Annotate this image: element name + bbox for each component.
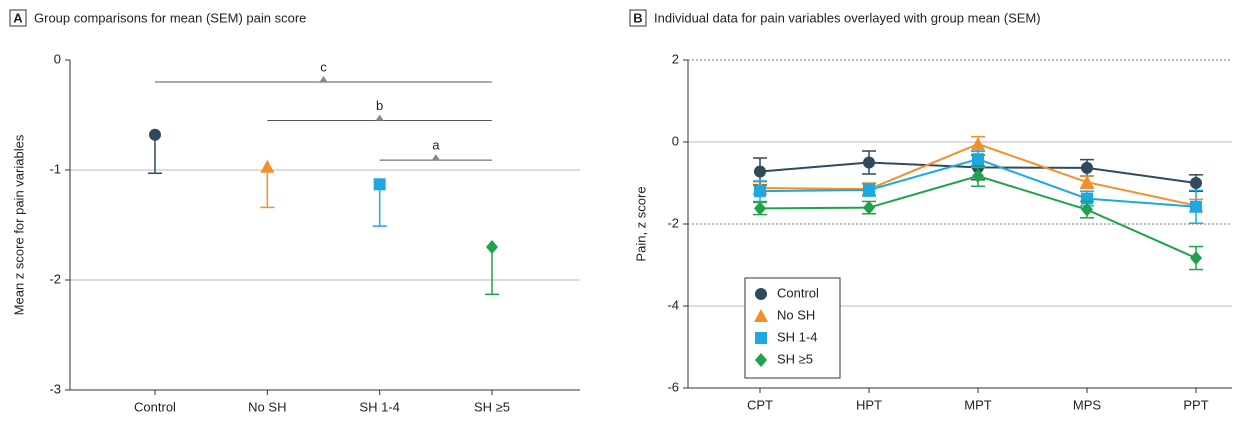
y-tick-label: -2 <box>49 271 61 286</box>
marker <box>1080 175 1094 189</box>
y-tick-label: 0 <box>54 51 61 66</box>
x-tick-label: SH 1-4 <box>359 399 399 414</box>
legend-marker <box>755 353 767 367</box>
marker <box>1190 200 1202 213</box>
marker <box>863 156 875 169</box>
bracket-arrow <box>375 114 384 121</box>
marker <box>1081 202 1093 217</box>
x-tick-label: PPT <box>1183 397 1208 412</box>
legend-marker <box>755 332 767 344</box>
x-tick-label: Control <box>134 399 176 414</box>
panel-label-box <box>629 9 647 27</box>
marker <box>972 169 984 184</box>
y-tick-label: -4 <box>667 297 679 312</box>
significance-label: a <box>432 138 440 153</box>
chart-title: Group comparisons for mean (SEM) pain sc… <box>34 10 306 25</box>
legend-label: SH ≥5 <box>777 351 813 366</box>
chart-title: Individual data for pain variables overl… <box>654 10 1041 25</box>
marker <box>863 200 875 215</box>
bracket-arrow <box>319 76 328 82</box>
x-tick-label: No SH <box>248 399 286 414</box>
x-tick-label: CPT <box>747 397 773 412</box>
marker <box>1190 251 1202 266</box>
marker <box>754 165 766 178</box>
marker <box>1081 161 1093 174</box>
y-axis-label: Pain, z score <box>633 186 648 261</box>
y-tick-label: -3 <box>49 381 61 396</box>
bracket-arrow <box>431 154 440 161</box>
x-tick-label: MPT <box>964 397 992 412</box>
significance-label: c <box>320 59 327 74</box>
y-tick-label: 0 <box>672 133 679 148</box>
marker <box>972 153 984 166</box>
legend-marker <box>755 288 767 300</box>
y-tick-label: -2 <box>667 215 679 230</box>
significance-label: b <box>376 98 383 113</box>
marker <box>754 185 766 198</box>
marker <box>1190 177 1202 189</box>
marker <box>754 201 766 216</box>
x-tick-label: SH ≥5 <box>474 399 510 414</box>
y-tick-label: -1 <box>49 161 61 176</box>
marker <box>260 159 275 173</box>
marker <box>373 178 386 191</box>
y-tick-label: -6 <box>667 379 679 394</box>
panel-label: B <box>633 10 642 25</box>
legend-marker <box>754 309 768 322</box>
y-axis-label: Mean z score for pain variables <box>11 134 26 315</box>
marker <box>863 183 875 196</box>
y-tick-label: 2 <box>672 51 679 66</box>
panel-label-box <box>9 9 27 27</box>
marker <box>486 240 498 254</box>
panel-label: A <box>13 10 23 25</box>
legend-label: SH 1-4 <box>777 329 817 344</box>
x-tick-label: MPS <box>1073 397 1102 412</box>
legend-label: Control <box>777 285 819 300</box>
legend-label: No SH <box>777 307 815 322</box>
marker <box>971 137 985 151</box>
x-tick-label: HPT <box>856 397 882 412</box>
marker <box>149 128 161 141</box>
